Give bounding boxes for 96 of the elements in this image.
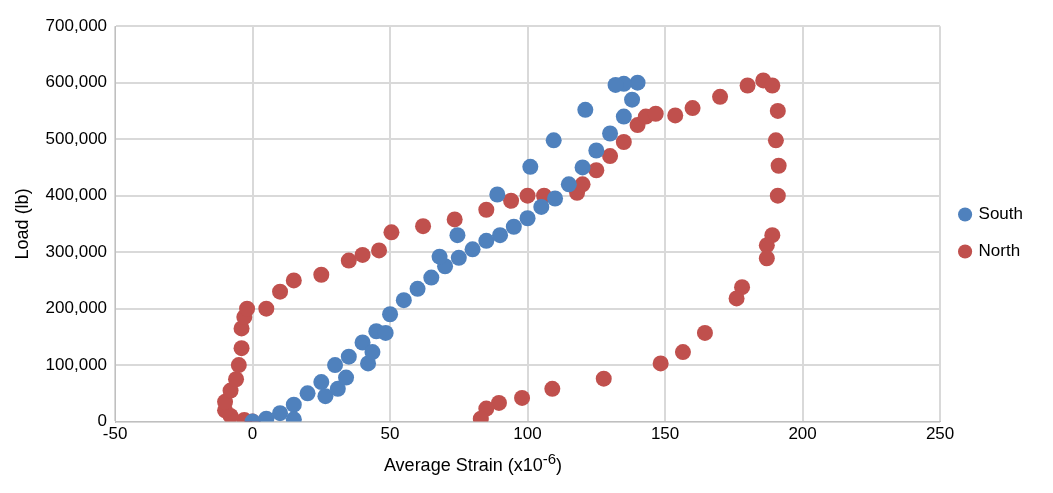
point xyxy=(758,250,775,267)
point xyxy=(230,357,247,374)
y-tick-label: 0 xyxy=(97,411,108,431)
point xyxy=(647,105,664,122)
point xyxy=(395,292,412,309)
point xyxy=(329,380,346,397)
point xyxy=(624,91,641,108)
point xyxy=(769,102,786,119)
point xyxy=(519,187,536,204)
point xyxy=(547,190,564,207)
point xyxy=(383,224,400,241)
point xyxy=(431,248,448,265)
point xyxy=(492,227,509,244)
point xyxy=(503,192,520,209)
x-tick-label: 250 xyxy=(925,424,955,444)
x-axis-title: Average Strain (x10$^{-6}$) xyxy=(382,450,564,476)
point xyxy=(382,306,399,323)
y-tick-label: 400,000 xyxy=(45,185,108,205)
point xyxy=(602,125,619,142)
point xyxy=(446,211,463,228)
y-tick-label: 700,000 xyxy=(45,15,108,35)
point xyxy=(317,388,334,405)
point xyxy=(285,272,302,289)
point xyxy=(544,380,561,397)
x-tick-label: 100 xyxy=(513,424,542,444)
point xyxy=(739,77,756,94)
point xyxy=(595,370,612,387)
point xyxy=(228,371,245,388)
point xyxy=(758,237,775,254)
point xyxy=(574,159,591,176)
point xyxy=(489,186,506,203)
point xyxy=(712,88,729,105)
point xyxy=(327,357,344,374)
point xyxy=(239,300,256,317)
point xyxy=(615,134,632,150)
point xyxy=(233,340,250,357)
point xyxy=(272,405,289,422)
point xyxy=(684,100,701,117)
point xyxy=(354,334,371,351)
point xyxy=(588,162,605,179)
point xyxy=(450,249,467,266)
point xyxy=(423,269,440,286)
point xyxy=(577,101,594,118)
y-tick-label: 500,000 xyxy=(45,128,108,148)
point xyxy=(770,157,787,174)
point xyxy=(533,198,550,215)
point xyxy=(409,280,426,297)
point xyxy=(490,394,507,411)
point xyxy=(258,300,275,317)
y-tick-label: 300,000 xyxy=(45,241,108,261)
point xyxy=(285,396,302,413)
point xyxy=(574,176,591,193)
point xyxy=(299,385,316,402)
legend-label: North xyxy=(978,241,1021,261)
point xyxy=(514,389,531,406)
point xyxy=(505,218,522,235)
point xyxy=(338,369,355,386)
point xyxy=(371,242,388,259)
point xyxy=(767,132,784,149)
point xyxy=(449,227,466,244)
legend-label: South xyxy=(978,204,1024,224)
point xyxy=(560,176,577,193)
x-tick-label: 0 xyxy=(247,424,258,444)
point xyxy=(340,348,357,365)
point xyxy=(674,344,691,361)
point xyxy=(764,77,781,94)
point xyxy=(519,210,536,227)
point xyxy=(464,241,481,258)
point xyxy=(354,246,371,263)
y-tick-label: 100,000 xyxy=(45,354,108,374)
y-tick-label: 600,000 xyxy=(45,72,108,92)
point xyxy=(313,266,330,283)
point xyxy=(377,324,394,341)
point xyxy=(313,374,330,391)
point xyxy=(667,107,684,124)
point xyxy=(364,344,381,361)
point xyxy=(769,187,786,204)
point xyxy=(522,158,539,175)
point xyxy=(478,232,495,249)
point xyxy=(615,108,632,125)
point xyxy=(629,74,646,91)
point xyxy=(728,290,745,307)
y-axis-title: Load (lb) xyxy=(11,188,32,260)
point xyxy=(272,283,289,300)
point xyxy=(652,355,669,372)
point xyxy=(340,252,357,269)
point xyxy=(415,218,432,235)
x-tick-label: 50 xyxy=(380,424,400,444)
point xyxy=(478,201,495,218)
point xyxy=(696,324,713,341)
point xyxy=(588,142,605,159)
x-tick-label: 150 xyxy=(650,424,680,444)
y-tick-label: 200,000 xyxy=(45,298,108,318)
point xyxy=(545,132,562,149)
point xyxy=(602,148,619,165)
x-tick-label: 200 xyxy=(788,424,817,444)
